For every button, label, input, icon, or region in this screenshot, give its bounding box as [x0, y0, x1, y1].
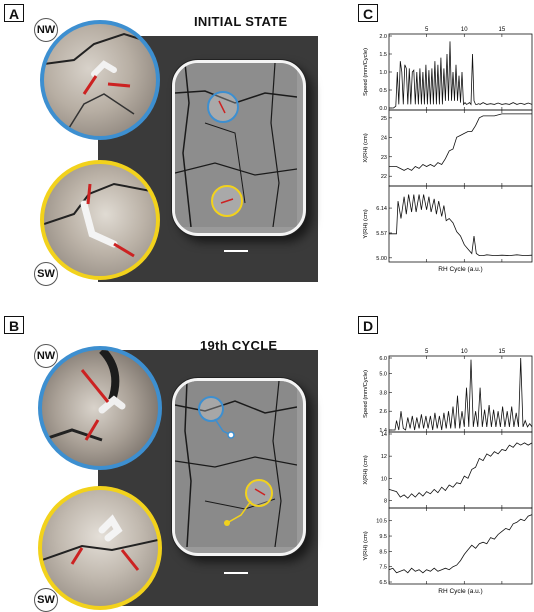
zoom-circle-sw-b [38, 486, 162, 610]
y-axis-label: Speed (mm/Cycle) [363, 370, 369, 418]
series-line [388, 514, 533, 574]
y-axis-label: X(RH) (cm) [363, 133, 369, 162]
scale-bar-b [224, 572, 248, 574]
subplot-frame [388, 109, 533, 187]
x-axis-label: RH Cycle (a.u.) [438, 266, 482, 273]
panel-label-c: C [358, 4, 378, 22]
y-tick-label: 12 [381, 454, 387, 460]
y-tick-label: 7.5 [379, 565, 387, 571]
series-line [389, 357, 533, 431]
series-line [389, 194, 533, 257]
loc-label-sw-a: SW [34, 262, 58, 286]
y-tick-label: 1.0 [379, 70, 387, 76]
y-tick-label: 8.5 [379, 549, 387, 555]
panel-b-title: 19th CYCLE [200, 338, 278, 353]
y-tick-label: 5.0 [379, 372, 387, 378]
zoom-circle-nw-a [40, 20, 160, 140]
x-tick-label-top: 5 [425, 27, 429, 33]
y-tick-label: 23 [381, 155, 387, 161]
x-tick-label-top: 5 [425, 349, 429, 355]
y-tick-label: 2.6 [379, 409, 387, 415]
y-tick-label: 0.0 [379, 106, 387, 112]
y-tick-label: 0.5 [379, 88, 387, 94]
y-tick-label: 10 [381, 476, 387, 482]
series-line [388, 442, 533, 499]
x-axis-label: RH Cycle (a.u.) [438, 588, 482, 595]
y-tick-label: 24 [381, 135, 387, 141]
x-tick-label-top: 15 [499, 27, 506, 33]
y-tick-label: 2.0 [379, 34, 387, 40]
y-tick-label: 10.5 [376, 519, 387, 525]
y-axis-label: X(RH) (cm) [363, 455, 369, 484]
x-tick-label-top: 15 [499, 349, 506, 355]
y-tick-label: 3.8 [379, 390, 387, 396]
y-tick-label: 6.0 [379, 356, 387, 362]
panel-label-d: D [358, 316, 378, 334]
scale-bar-a [224, 250, 248, 252]
y-tick-label: 22 [381, 174, 387, 180]
y-axis-label: Y(RH) (cm) [363, 531, 369, 560]
y-tick-label: 6.5 [379, 580, 387, 586]
chart-panel-d: 5 10 15 1.4 2.6 3.8 5.0 6.0 Speed (mm/Cycle) 8 10 1… [363, 349, 533, 595]
y-axis-label: Y(RH) (cm) [363, 209, 369, 238]
y-tick-label: 25 [381, 116, 387, 122]
tray-a [172, 60, 306, 236]
series-line [389, 41, 533, 109]
x-tick-label-top: 10 [461, 27, 468, 33]
y-tick-label: 1.5 [379, 52, 387, 58]
subplot-frame [388, 507, 533, 585]
chart-panel-c: 5 10 15 0.0 0.5 1.0 1.5 2.0 Speed (mm/Cycle) 22 23… [363, 27, 533, 273]
y-tick-label: 5.57 [376, 231, 387, 237]
subplot-frame [388, 185, 533, 263]
zoom-circle-sw-a [40, 160, 160, 280]
y-tick-label: 14 [381, 432, 387, 438]
loc-label-nw-a: NW [34, 18, 58, 42]
panel-label-b: B [4, 316, 24, 334]
loc-label-nw-b: NW [34, 344, 58, 368]
x-tick-label-top: 10 [461, 349, 468, 355]
y-axis-label: Speed (mm/Cycle) [363, 48, 369, 96]
panel-a-title: INITIAL STATE [194, 14, 288, 29]
y-tick-label: 8 [384, 498, 387, 504]
y-tick-label: 6.14 [376, 206, 387, 212]
y-tick-label: 1.4 [379, 428, 387, 434]
series-line [389, 113, 532, 171]
y-tick-label: 9.5 [379, 534, 387, 540]
zoom-circle-nw-b [38, 346, 162, 470]
loc-label-sw-b: SW [34, 588, 58, 612]
subplot-frame [388, 431, 533, 509]
panel-label-a: A [4, 4, 24, 22]
tray-b [172, 378, 306, 556]
y-tick-label: 5.00 [376, 256, 387, 262]
